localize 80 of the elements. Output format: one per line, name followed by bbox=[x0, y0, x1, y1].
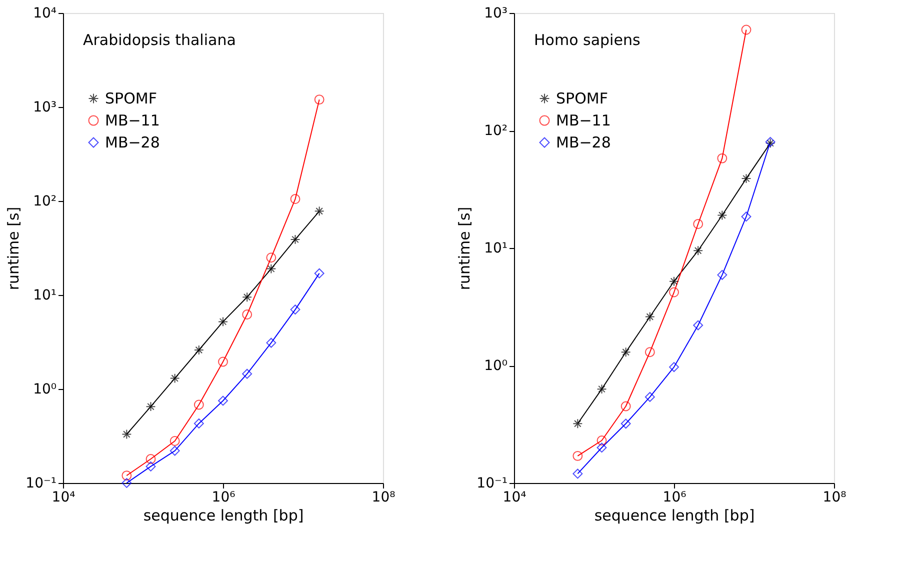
legend-label: MB−11 bbox=[556, 112, 611, 130]
x-tick-label: 10⁴ bbox=[502, 490, 527, 506]
point bbox=[266, 252, 276, 263]
y-tick-label: 10⁰ bbox=[33, 382, 57, 398]
y-axis-title: runtime [s] bbox=[456, 206, 474, 290]
legend-label: SPOMF bbox=[556, 90, 608, 108]
point bbox=[194, 400, 204, 410]
point bbox=[242, 368, 252, 379]
x-tick-label: 10⁸ bbox=[372, 490, 396, 506]
legend-label: SPOMF bbox=[105, 90, 157, 108]
point bbox=[194, 345, 204, 355]
y-tick-label: 10² bbox=[484, 123, 508, 139]
y-tick-label: 10² bbox=[33, 194, 56, 210]
y-tick-label: 10³ bbox=[33, 100, 56, 116]
point bbox=[218, 316, 228, 327]
point bbox=[644, 392, 655, 402]
x-axis-title: sequence length [bp] bbox=[594, 506, 755, 524]
annotation: Homo sapiens bbox=[534, 31, 640, 49]
point bbox=[146, 461, 156, 472]
point bbox=[194, 418, 204, 428]
point bbox=[669, 362, 679, 372]
y-axis-title: runtime [s] bbox=[4, 206, 23, 290]
x-tick-label: 10⁶ bbox=[212, 490, 236, 506]
point bbox=[290, 194, 300, 204]
point bbox=[693, 219, 704, 229]
point bbox=[644, 347, 655, 358]
point bbox=[290, 304, 300, 315]
point bbox=[242, 310, 252, 320]
y-tick-label: 10¹ bbox=[33, 288, 56, 304]
point bbox=[170, 436, 180, 446]
y-tick-label: 10⁻¹ bbox=[476, 476, 508, 492]
point bbox=[170, 446, 180, 456]
point bbox=[218, 396, 228, 406]
point bbox=[218, 356, 228, 367]
point bbox=[596, 442, 607, 453]
legend-label: MB−28 bbox=[556, 134, 611, 152]
point bbox=[669, 287, 679, 298]
point bbox=[146, 402, 156, 412]
point bbox=[620, 347, 631, 358]
point bbox=[266, 338, 276, 348]
point bbox=[122, 478, 132, 488]
x-tick-label: 10⁸ bbox=[822, 490, 847, 506]
point bbox=[741, 212, 752, 222]
point bbox=[644, 312, 655, 322]
x-tick-label: 10⁴ bbox=[52, 490, 76, 506]
point bbox=[314, 268, 324, 278]
x-tick-label: 10⁶ bbox=[662, 490, 687, 506]
point bbox=[572, 468, 583, 479]
point bbox=[693, 246, 704, 256]
point bbox=[122, 429, 132, 440]
legend-label: MB−11 bbox=[105, 112, 160, 130]
y-tick-label: 10¹ bbox=[484, 240, 508, 256]
point bbox=[122, 470, 132, 481]
point bbox=[314, 206, 324, 216]
y-tick-label: 10⁻¹ bbox=[26, 476, 56, 492]
point bbox=[242, 292, 252, 302]
annotation: Arabidopsis thaliana bbox=[83, 31, 236, 49]
point bbox=[596, 384, 607, 394]
point bbox=[620, 401, 631, 412]
point bbox=[146, 454, 156, 464]
point bbox=[717, 210, 728, 220]
point bbox=[266, 264, 276, 274]
y-tick-label: 10⁴ bbox=[33, 6, 57, 22]
point bbox=[572, 418, 583, 429]
point bbox=[314, 94, 324, 105]
legend-label: MB−28 bbox=[105, 134, 160, 152]
point bbox=[741, 24, 752, 35]
y-tick-label: 10³ bbox=[484, 6, 508, 22]
point bbox=[170, 373, 180, 384]
point bbox=[596, 436, 607, 446]
point bbox=[741, 174, 752, 184]
point bbox=[693, 320, 704, 330]
point bbox=[717, 270, 728, 280]
y-tick-label: 10⁰ bbox=[484, 358, 508, 374]
x-axis-title: sequence length [bp] bbox=[143, 506, 304, 524]
point bbox=[620, 418, 631, 429]
point bbox=[669, 276, 679, 286]
point bbox=[290, 234, 300, 244]
point bbox=[572, 450, 583, 461]
point bbox=[717, 153, 728, 164]
